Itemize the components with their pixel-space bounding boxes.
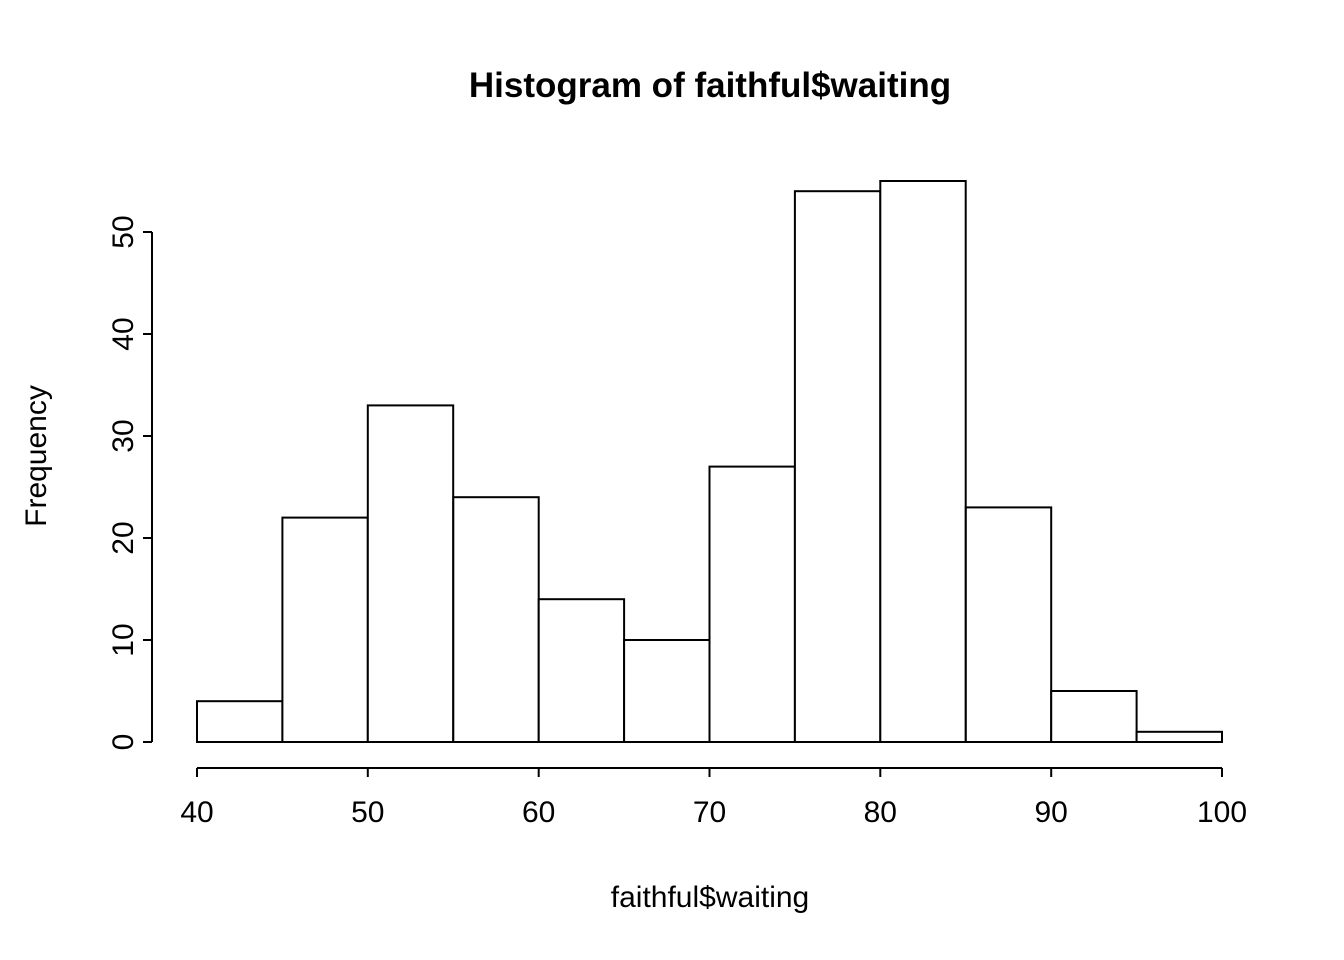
histogram-bar bbox=[537, 598, 626, 744]
y-tick-label: 40 bbox=[107, 317, 140, 350]
histogram-bar bbox=[281, 516, 369, 743]
y-tick-label: 50 bbox=[107, 215, 140, 248]
axes: 0 10 20 30 40 50 40 50 60 70 80 90 100 bbox=[107, 215, 1247, 829]
histogram-bar bbox=[452, 496, 540, 744]
x-tick-label: 50 bbox=[351, 796, 384, 829]
histogram-bar bbox=[623, 639, 711, 743]
histogram-bar bbox=[708, 465, 796, 743]
histogram-bars bbox=[196, 180, 1223, 744]
histogram-bar bbox=[964, 506, 1053, 743]
x-tick-label: 70 bbox=[693, 796, 726, 829]
y-tick-label: 10 bbox=[107, 623, 140, 656]
x-axis-label: faithful$waiting bbox=[611, 881, 809, 914]
histogram-bar bbox=[793, 190, 882, 743]
histogram-bar bbox=[1135, 730, 1223, 743]
x-tick-label: 100 bbox=[1197, 796, 1247, 829]
x-tick-label: 80 bbox=[864, 796, 897, 829]
x-tick-label: 90 bbox=[1035, 796, 1068, 829]
x-tick-label: 60 bbox=[522, 796, 555, 829]
y-tick-label: 0 bbox=[107, 734, 140, 751]
histogram-bar bbox=[879, 180, 967, 743]
x-tick-label: 40 bbox=[180, 796, 213, 829]
y-tick-label: 30 bbox=[107, 419, 140, 452]
histogram-bar bbox=[196, 700, 284, 744]
y-tick-label: 20 bbox=[107, 521, 140, 554]
histogram-bar bbox=[1050, 690, 1138, 743]
chart-title: Histogram of faithful$waiting bbox=[469, 66, 951, 105]
histogram-bar bbox=[366, 404, 455, 743]
y-axis-label: Frequency bbox=[20, 385, 53, 527]
